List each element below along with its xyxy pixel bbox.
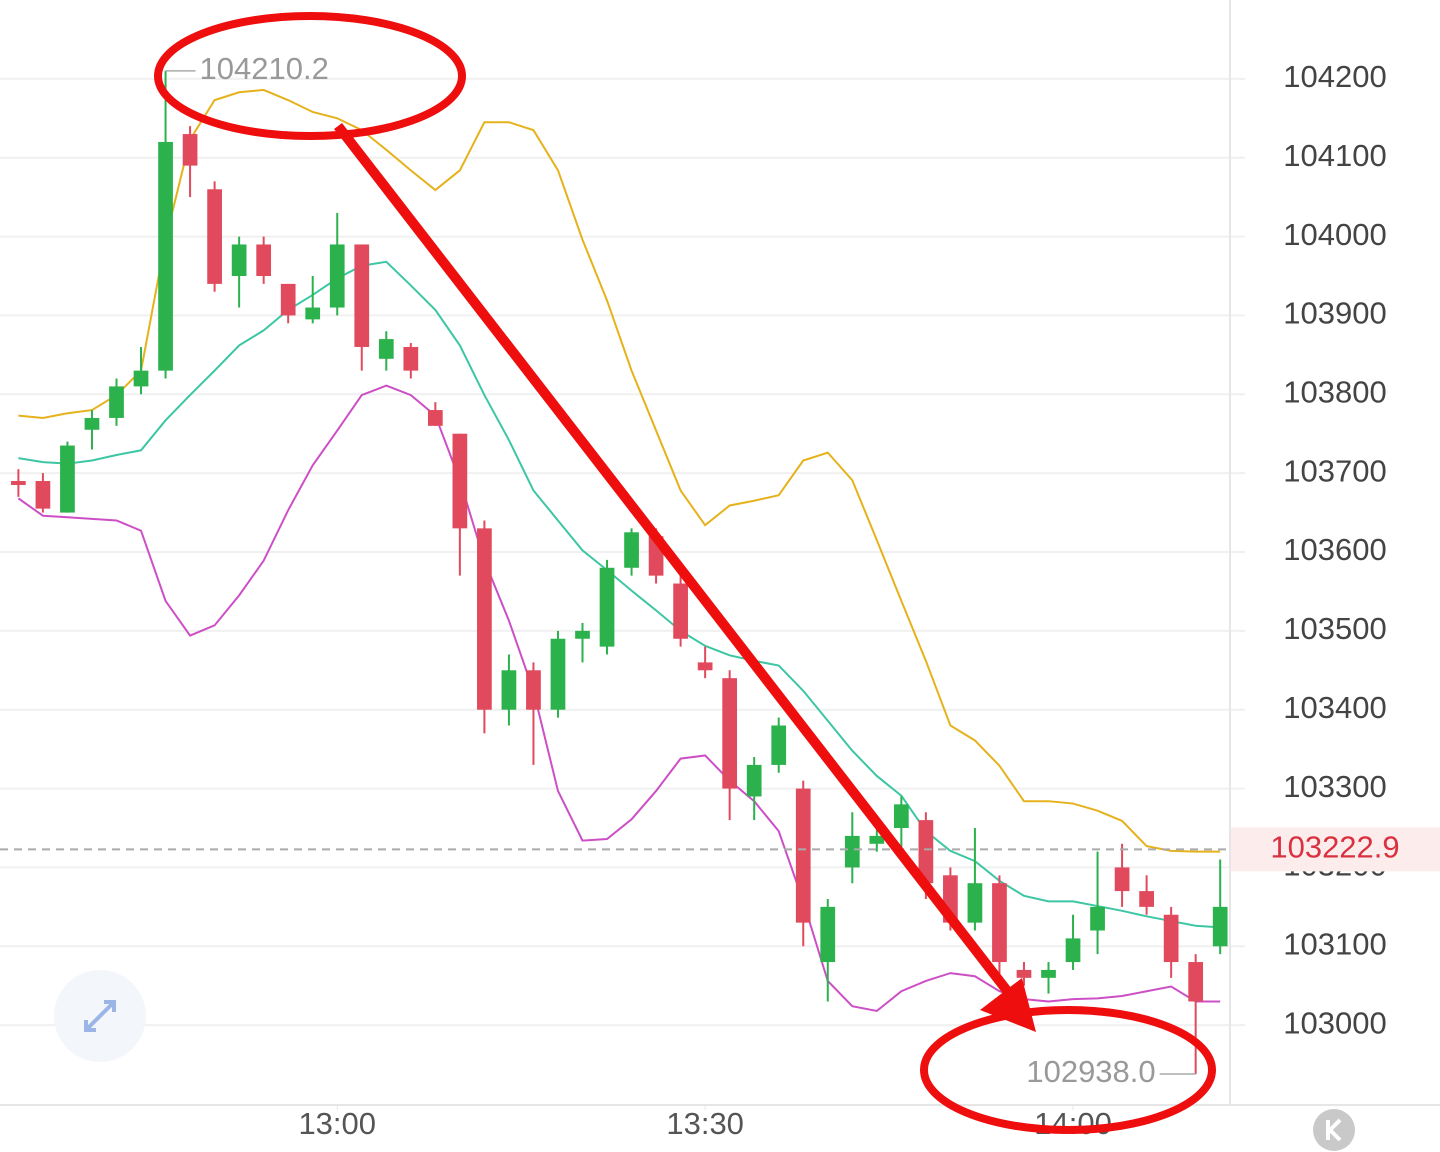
- grid: [0, 77, 1245, 1027]
- candle-body: [182, 134, 198, 166]
- candle-body: [795, 788, 811, 923]
- k-icon: [1326, 1118, 1342, 1142]
- candle-body: [329, 244, 345, 308]
- candle-body: [35, 481, 51, 509]
- candle-body: [918, 820, 934, 884]
- candle-body: [771, 725, 787, 765]
- y-tick-label: 104000: [1283, 217, 1386, 252]
- arrow-head: [980, 978, 1036, 1032]
- k-button[interactable]: [1313, 1109, 1355, 1151]
- candle-body: [1016, 969, 1032, 978]
- band-line: [18, 260, 1221, 929]
- candle-body: [869, 835, 885, 844]
- candle-body: [967, 883, 983, 923]
- candle-body: [501, 670, 517, 710]
- candle-body: [697, 662, 713, 671]
- high-label: 104210.2: [200, 51, 329, 86]
- last-price-box: [1231, 827, 1440, 872]
- candle-body: [403, 346, 419, 371]
- candle-body: [280, 283, 296, 316]
- candle-body: [1090, 906, 1105, 931]
- y-tick-label: 103600: [1283, 532, 1386, 567]
- expand-button[interactable]: [54, 970, 146, 1062]
- candle-body: [477, 528, 492, 710]
- candle-body: [1114, 867, 1130, 892]
- candle-body: [893, 804, 909, 828]
- x-tick-label: 13:00: [298, 1106, 376, 1141]
- button-bg: [1313, 1109, 1355, 1151]
- plot: [11, 70, 1228, 1075]
- candle-body: [624, 532, 639, 568]
- y-tick-label: 103500: [1283, 611, 1386, 646]
- candle-body: [550, 638, 566, 710]
- candle-body: [526, 670, 541, 710]
- labels: 1030001031001032001033001034001035001036…: [0, 51, 1440, 1141]
- y-tick-label: 103800: [1283, 374, 1386, 409]
- candle-body: [256, 244, 272, 276]
- candle-body: [378, 339, 394, 359]
- y-tick-label: 104100: [1283, 138, 1386, 173]
- candle-body: [305, 307, 321, 320]
- candle-body: [820, 906, 836, 963]
- candle-body: [992, 883, 1007, 963]
- candle-body: [427, 410, 443, 426]
- candle-body: [575, 630, 590, 639]
- candle-body: [11, 481, 26, 485]
- candle-body: [1212, 906, 1228, 947]
- candle-body: [722, 678, 738, 789]
- candle-body: [844, 835, 860, 868]
- candle-body: [60, 445, 75, 513]
- candle-body: [746, 764, 762, 797]
- x-tick-label: 14:00: [1034, 1106, 1112, 1141]
- candle-body: [599, 567, 615, 647]
- candle-body: [673, 583, 688, 639]
- low-label: 102938.0: [1026, 1054, 1155, 1089]
- y-tick-label: 103400: [1283, 690, 1386, 725]
- candle-body: [109, 386, 124, 418]
- x-tick-label: 13:30: [666, 1106, 744, 1141]
- candle-body: [231, 244, 247, 276]
- candle-body: [1041, 969, 1056, 978]
- candle-body: [84, 417, 100, 430]
- highlight-ellipse: [154, 12, 466, 140]
- last-price-label: 103222.9: [1270, 830, 1399, 865]
- candle-body: [452, 433, 468, 529]
- arrow-shaft: [334, 122, 1012, 996]
- candle-body: [1065, 938, 1081, 963]
- candle-body: [207, 189, 222, 284]
- y-tick-label: 103000: [1283, 1005, 1386, 1040]
- y-tick-label: 103900: [1283, 296, 1386, 331]
- candle-body: [1188, 962, 1204, 1002]
- y-tick-label: 103700: [1283, 453, 1386, 488]
- candle-body: [354, 244, 370, 347]
- band-line: [17, 384, 1221, 1013]
- y-tick-label: 103100: [1283, 926, 1386, 961]
- expand-icon: [84, 1000, 116, 1032]
- band-line: [18, 88, 1221, 853]
- candle-body: [1163, 914, 1179, 963]
- candle-body: [133, 370, 149, 387]
- highlight-ellipse: [920, 1006, 1216, 1134]
- annotation: [154, 12, 1216, 1134]
- candle-body: [1139, 891, 1154, 907]
- y-tick-label: 103300: [1283, 769, 1386, 804]
- candle-body: [158, 141, 173, 371]
- y-tick-label: 104200: [1283, 59, 1386, 94]
